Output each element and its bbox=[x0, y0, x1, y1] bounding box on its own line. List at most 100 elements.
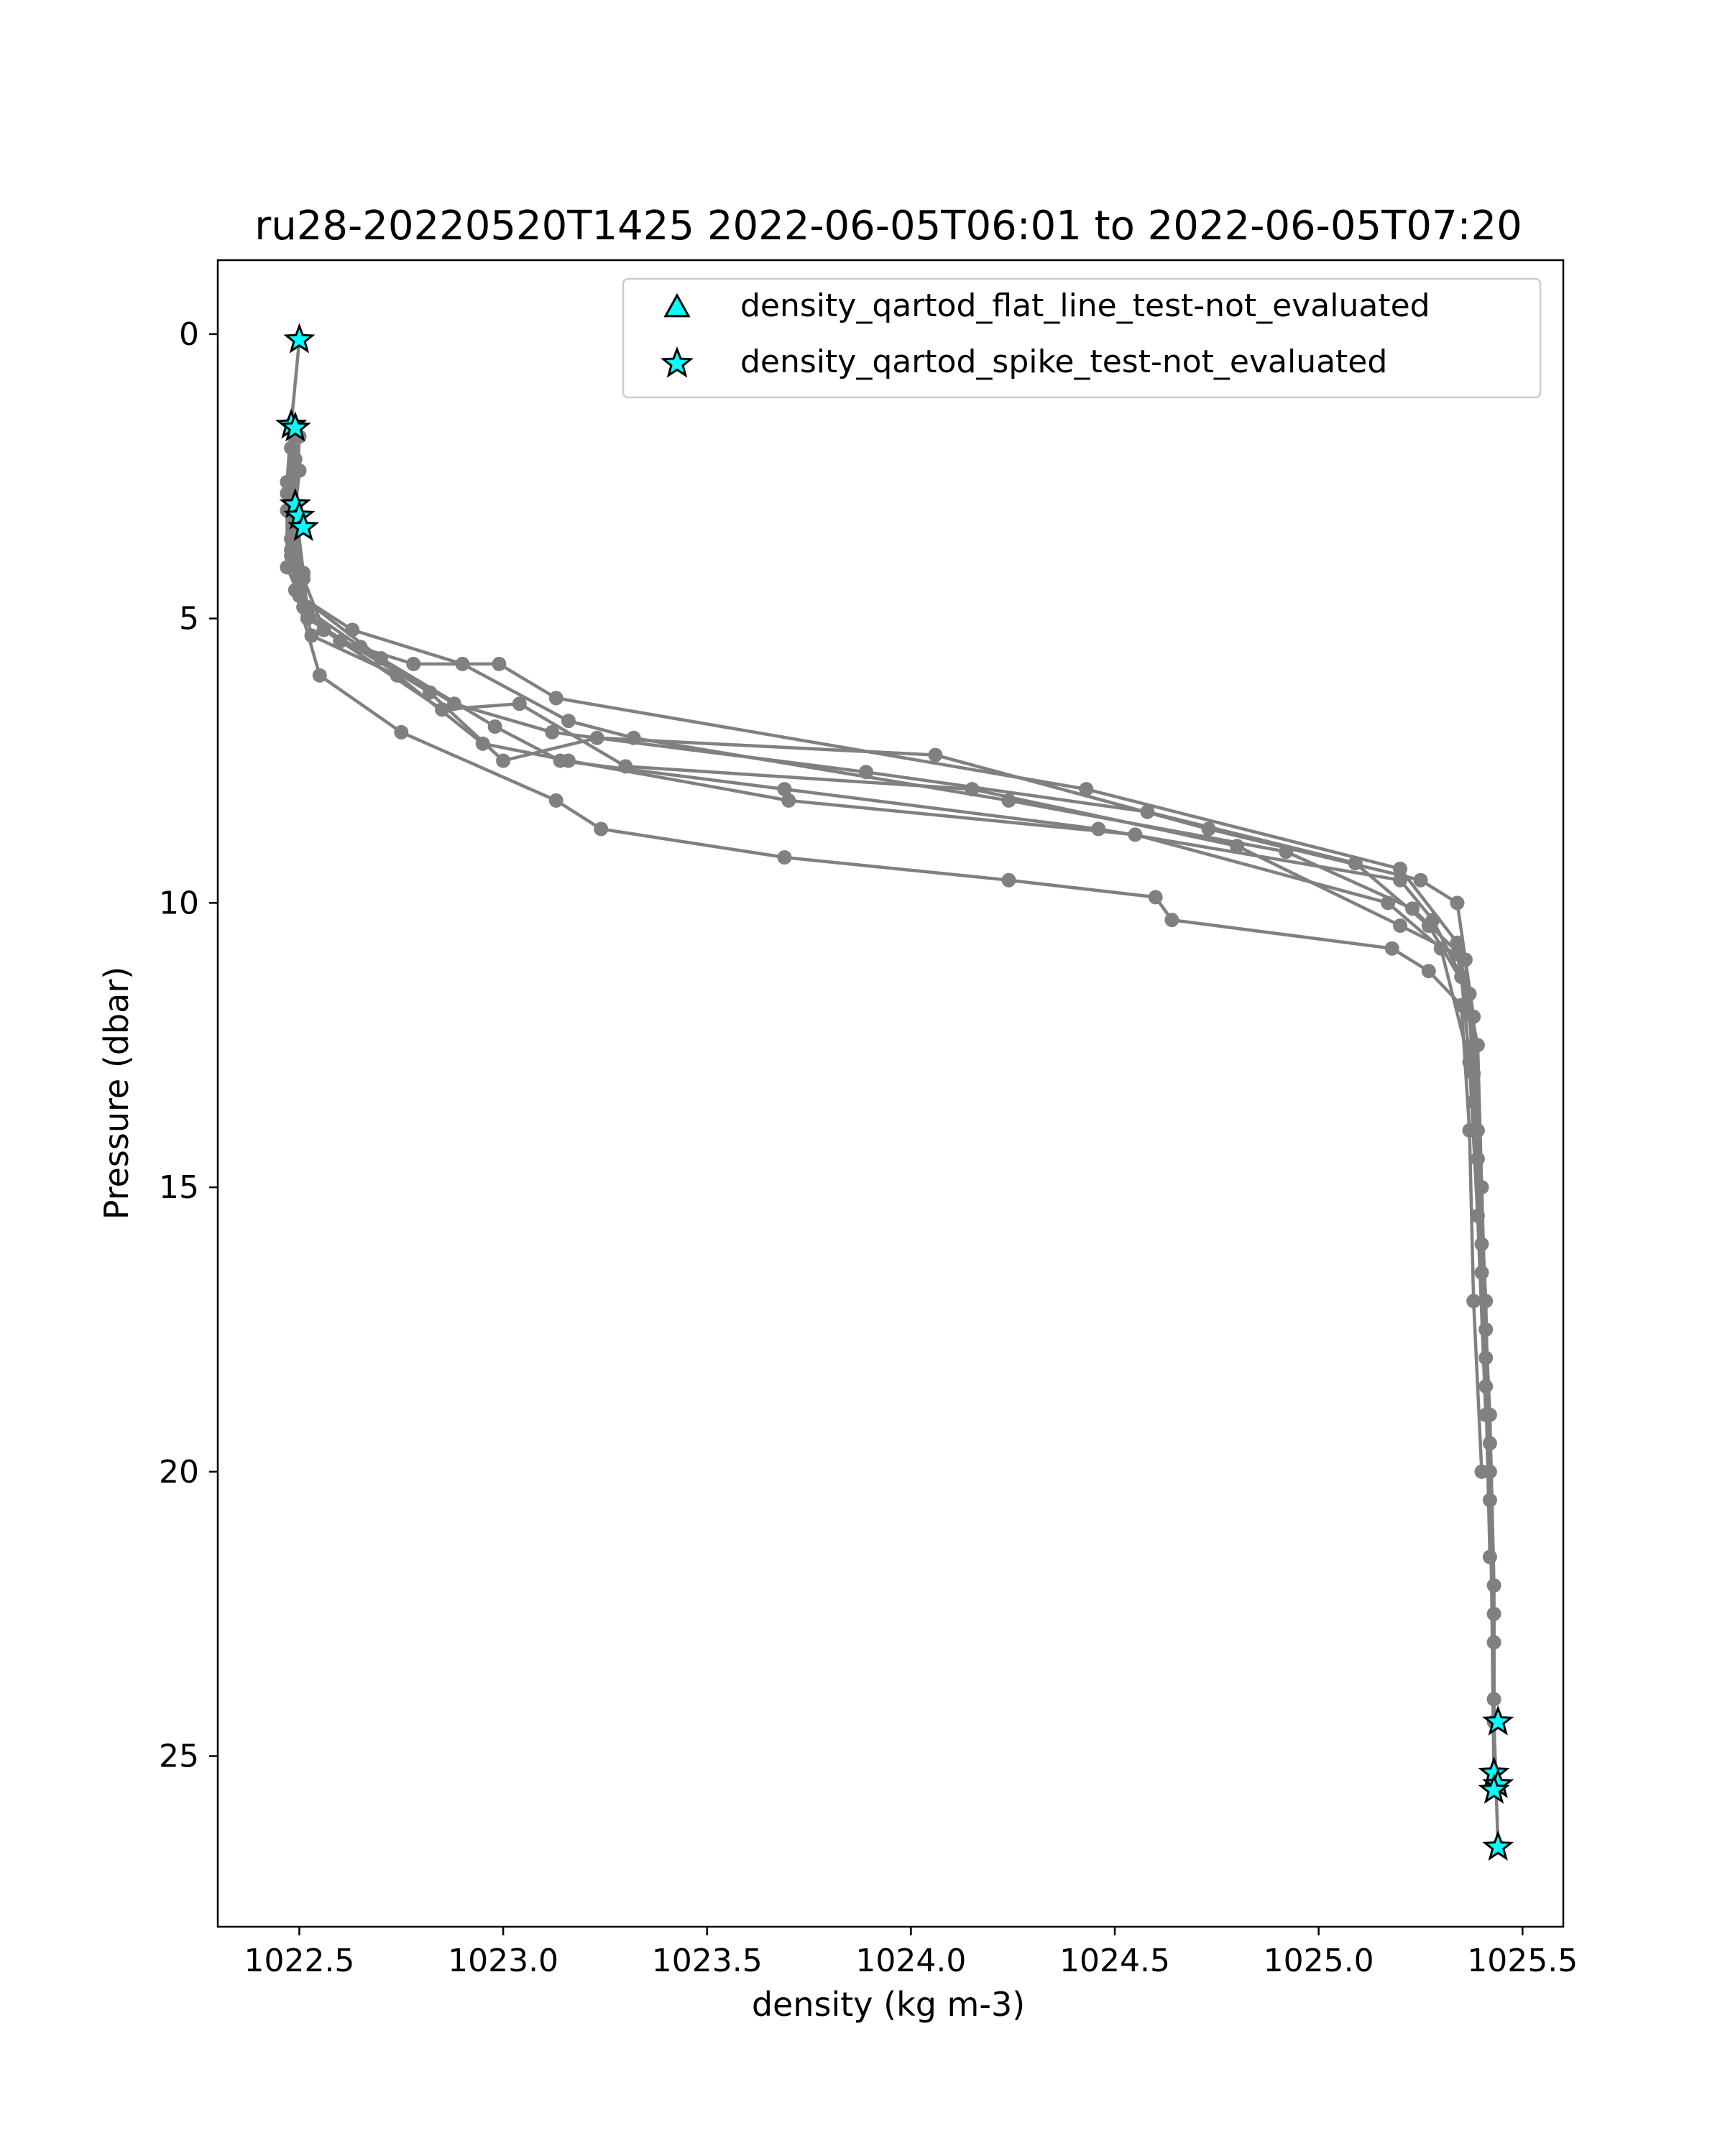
data-point bbox=[292, 463, 307, 478]
plot-frame bbox=[216, 259, 1565, 1928]
profile-series-7 bbox=[284, 463, 1489, 1479]
profile-series-5 bbox=[284, 441, 1497, 1565]
data-point bbox=[1128, 827, 1143, 842]
data-point bbox=[859, 765, 873, 780]
data-point bbox=[594, 821, 609, 837]
x-tick-label: 1022.5 bbox=[244, 1943, 354, 1979]
y-tick-label: 5 bbox=[179, 601, 199, 637]
data-point bbox=[928, 747, 943, 763]
data-point bbox=[1470, 1208, 1485, 1223]
data-point bbox=[455, 656, 470, 671]
data-point bbox=[777, 782, 792, 797]
profile-line bbox=[293, 436, 1496, 1643]
x-tick-label: 1025.5 bbox=[1467, 1943, 1578, 1979]
profile-series-0 bbox=[284, 332, 1506, 1855]
data-point bbox=[1201, 821, 1216, 837]
x-axis-label: density (kg m-3) bbox=[752, 1985, 1025, 2024]
data-point bbox=[1474, 1464, 1489, 1479]
data-point bbox=[390, 668, 405, 683]
data-point bbox=[548, 793, 564, 808]
profile-series-3 bbox=[280, 418, 1501, 1792]
spike-test-star-marker bbox=[288, 510, 320, 541]
x-axis: 1022.5 1023.0 1023.5 1024.0 1024.5 1025.0 1025… bbox=[244, 1927, 1578, 1979]
data-point bbox=[1384, 941, 1399, 956]
y-tick-label: 15 bbox=[159, 1169, 199, 1206]
data-point bbox=[1466, 1038, 1481, 1053]
data-point bbox=[487, 719, 502, 734]
data-point bbox=[492, 656, 507, 671]
x-tick-label: 1023.0 bbox=[448, 1943, 558, 1979]
data-point bbox=[1450, 895, 1465, 911]
data-point bbox=[1393, 861, 1408, 876]
profile-line bbox=[289, 470, 1484, 1472]
chart-title: ru28-20220520T1425 2022-06-05T06:01 to 2… bbox=[254, 203, 1522, 249]
data-point bbox=[1413, 872, 1428, 888]
data-point bbox=[548, 691, 564, 706]
legend-star-icon bbox=[660, 346, 694, 378]
profile-series-2 bbox=[280, 423, 1501, 1707]
data-point bbox=[545, 724, 560, 740]
legend-label-flat-line: density_qartod_flat_line_test-not_evalua… bbox=[740, 287, 1430, 324]
data-point bbox=[1421, 964, 1436, 979]
data-point bbox=[1462, 1123, 1477, 1138]
data-point bbox=[1405, 901, 1420, 916]
profile-line bbox=[289, 448, 1492, 1557]
legend-triangle-icon bbox=[663, 292, 691, 318]
data-point bbox=[965, 782, 980, 797]
profile-line bbox=[285, 430, 1496, 1700]
data-point bbox=[1486, 1635, 1501, 1650]
spike-test-star-marker bbox=[1482, 1830, 1514, 1861]
y-axis: 0 5 10 15 20 25 bbox=[159, 316, 218, 1775]
y-tick-label: 10 bbox=[159, 885, 199, 921]
x-tick-label: 1024.5 bbox=[1059, 1943, 1170, 1979]
data-point bbox=[1478, 1407, 1494, 1422]
y-tick-label: 0 bbox=[179, 316, 199, 353]
qc-marker-layer bbox=[275, 323, 1514, 1861]
spike-test-star-marker bbox=[283, 323, 316, 354]
data-point bbox=[284, 543, 299, 558]
y-axis-label: Pressure (dbar) bbox=[97, 967, 136, 1220]
data-point bbox=[423, 685, 437, 700]
data-point bbox=[312, 668, 327, 683]
data-point bbox=[496, 753, 511, 768]
data-point bbox=[1470, 1151, 1485, 1166]
data-point bbox=[1381, 895, 1396, 911]
data-point bbox=[777, 850, 792, 865]
legend-box bbox=[622, 277, 1542, 399]
spike-test-star-marker bbox=[279, 411, 311, 442]
data-point bbox=[1001, 872, 1016, 888]
data-point bbox=[1393, 918, 1408, 933]
data-point bbox=[316, 622, 331, 637]
legend-label-spike: density_qartod_spike_test-not_evaluated bbox=[740, 344, 1387, 380]
profile-line bbox=[285, 425, 1496, 1785]
data-point bbox=[1466, 1294, 1481, 1309]
triangle-marker-icon bbox=[663, 292, 691, 318]
data-point bbox=[561, 714, 576, 729]
legend: density_qartod_flat_line_test-not_evalua… bbox=[622, 277, 1542, 399]
data-point bbox=[589, 730, 604, 745]
data-point bbox=[288, 452, 303, 466]
data-point bbox=[1454, 998, 1469, 1013]
series-layer bbox=[280, 332, 1506, 1855]
profile-series-4 bbox=[288, 429, 1501, 1650]
data-point bbox=[406, 656, 421, 671]
data-point bbox=[288, 583, 303, 598]
data-point bbox=[1148, 890, 1163, 905]
x-tick-label: 1024.0 bbox=[855, 1943, 966, 1979]
profile-line bbox=[285, 425, 1496, 1774]
data-point bbox=[512, 696, 527, 711]
y-tick-label: 20 bbox=[159, 1454, 199, 1491]
data-point bbox=[781, 793, 796, 808]
spike-test-star-marker bbox=[1478, 1773, 1510, 1804]
data-point bbox=[1164, 913, 1179, 928]
x-tick-label: 1025.0 bbox=[1264, 1943, 1374, 1979]
profile-series-1 bbox=[280, 418, 1501, 1781]
data-point bbox=[284, 441, 299, 456]
data-point bbox=[394, 724, 409, 740]
data-point bbox=[475, 736, 490, 751]
x-tick-label: 1023.5 bbox=[652, 1943, 763, 1979]
star-marker-icon bbox=[660, 346, 694, 378]
profile-line bbox=[289, 339, 1500, 1848]
data-point bbox=[1425, 913, 1440, 928]
data-point bbox=[1450, 946, 1465, 962]
